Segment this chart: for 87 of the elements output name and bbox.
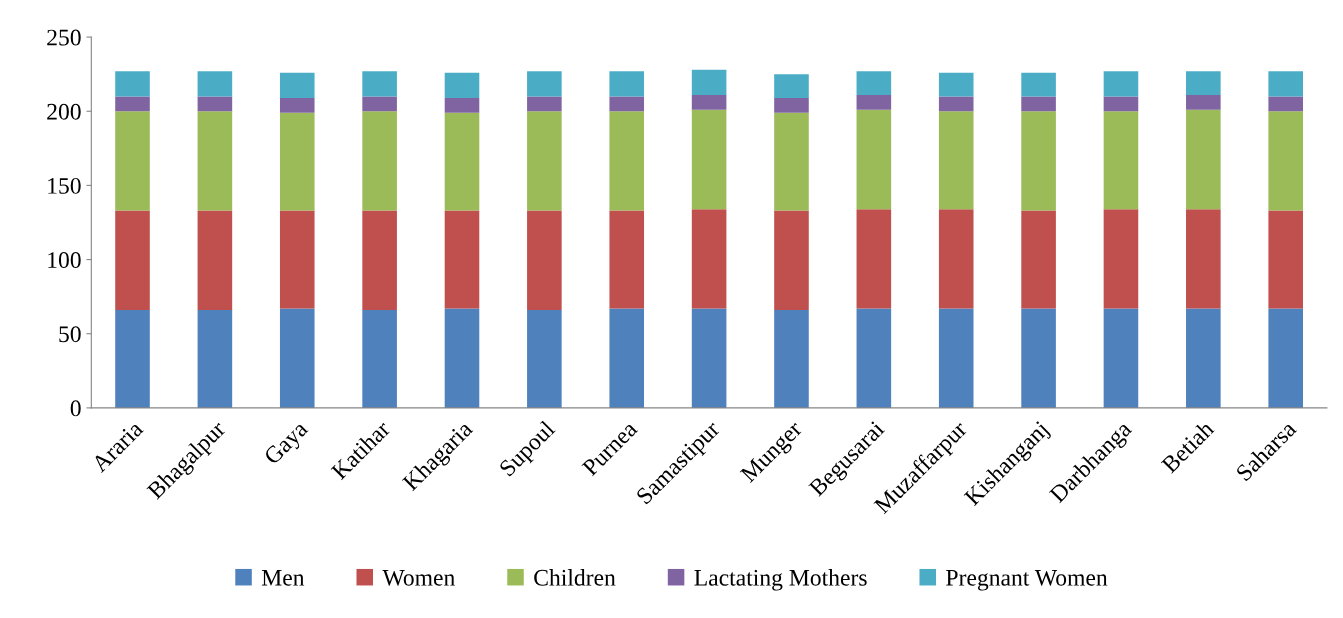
bar: [938, 209, 974, 309]
bar: [527, 309, 562, 408]
bar: [1021, 111, 1056, 211]
bar: [1021, 210, 1056, 309]
bar: [938, 96, 974, 112]
x-tick-label: Gaya: [263, 419, 313, 469]
bar: [1021, 308, 1056, 408]
bar: [1186, 71, 1221, 95]
bar: [1186, 109, 1221, 210]
bar: [1103, 209, 1139, 309]
bar: [1268, 111, 1303, 211]
bar: [279, 72, 315, 98]
bar: [938, 111, 974, 210]
bar: [1103, 308, 1139, 408]
y-tick-label: 50: [59, 326, 81, 343]
bar: [1186, 94, 1221, 110]
bar: [362, 309, 397, 408]
bar: [197, 210, 233, 310]
bar: [1103, 111, 1139, 210]
bar: [1021, 72, 1056, 97]
bar: [279, 308, 315, 408]
bar: [444, 308, 480, 408]
bar: [527, 96, 562, 112]
bar: [444, 112, 480, 211]
bar: [691, 308, 727, 408]
bar: [609, 308, 645, 408]
bar: [1103, 71, 1139, 97]
bar: [1268, 308, 1303, 408]
bar: [115, 71, 150, 97]
bar: [609, 111, 645, 211]
bar: [197, 111, 233, 211]
bar: [362, 210, 397, 310]
bar: [691, 209, 727, 309]
y-tick-label: 0: [70, 400, 81, 417]
bar: [444, 97, 480, 113]
bar: [115, 210, 150, 310]
bar: [197, 96, 233, 112]
bar: [774, 97, 809, 113]
bar: [115, 111, 150, 211]
bar: [279, 112, 315, 211]
bar: [1186, 209, 1221, 309]
y-tick-label: 100: [48, 252, 81, 268]
bar: [362, 96, 397, 112]
bar: [938, 308, 974, 408]
y-tick-label: 200: [47, 103, 81, 120]
bar: [856, 209, 892, 309]
bar: [279, 210, 315, 309]
bar: [938, 72, 974, 97]
bar: [527, 111, 562, 211]
bar: [197, 71, 233, 97]
bar: [1268, 96, 1303, 112]
bar: [774, 210, 809, 310]
bar: [609, 210, 645, 309]
bar: [691, 109, 727, 210]
legend-label: Children: [534, 569, 616, 586]
bar: [444, 210, 480, 309]
bar: [362, 111, 397, 211]
bar: [527, 210, 562, 310]
bar: [856, 71, 892, 95]
bar: [609, 96, 645, 112]
bar: [856, 308, 892, 408]
bar: [609, 71, 645, 97]
bar: [1021, 96, 1056, 112]
bar: [197, 309, 233, 408]
y-tick-label: 250: [47, 29, 81, 46]
legend-label: Men: [261, 570, 305, 586]
bar: [115, 96, 150, 112]
bar: [279, 97, 315, 113]
legend-label: Women: [382, 570, 455, 586]
bar: [1103, 96, 1139, 112]
bar: [527, 71, 562, 97]
legend-label: Lactating Mothers: [694, 569, 867, 591]
bar: [362, 71, 397, 97]
legend-label: Pregnant Women: [946, 570, 1108, 591]
bar: [444, 72, 480, 98]
bar: [115, 309, 150, 408]
bar: [1268, 210, 1303, 309]
y-tick-label: 150: [48, 177, 81, 194]
bar: [691, 69, 727, 95]
bar: [691, 94, 727, 110]
bar: [1268, 71, 1303, 97]
bar: [856, 94, 892, 110]
bar: [774, 112, 809, 211]
bar: [856, 109, 892, 210]
bar: [1186, 308, 1221, 408]
bar: [774, 309, 809, 408]
bar: [774, 74, 809, 98]
